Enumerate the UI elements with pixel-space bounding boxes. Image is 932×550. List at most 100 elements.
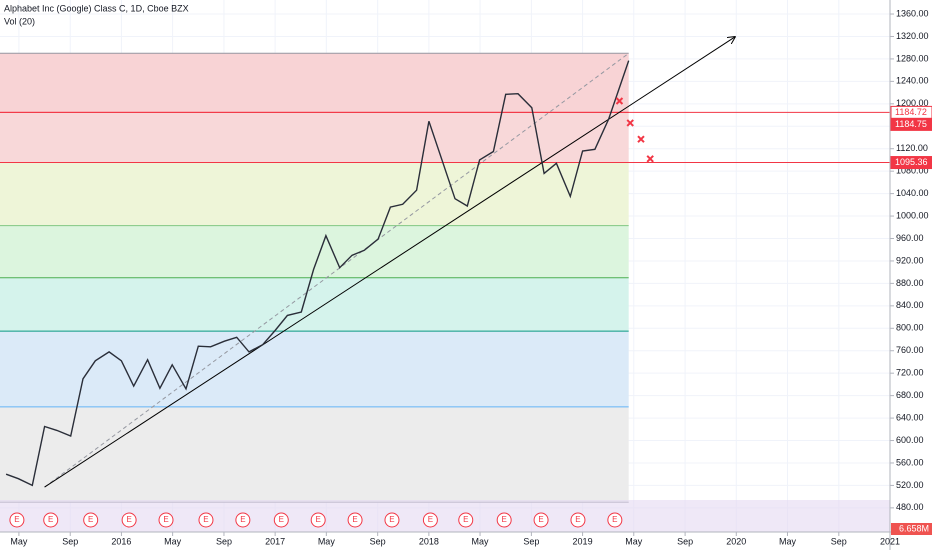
cross-marker bbox=[615, 97, 624, 105]
earnings-marker bbox=[158, 512, 174, 528]
earnings-label: E bbox=[463, 515, 468, 524]
earnings-marker bbox=[533, 512, 549, 528]
earnings-label: E bbox=[428, 515, 433, 524]
y-tick-label: 480.00 bbox=[896, 502, 924, 512]
indicator-label: Vol (20) bbox=[4, 16, 35, 26]
earnings-marker bbox=[198, 512, 214, 528]
x-tick-label: Sep bbox=[831, 536, 847, 546]
fib-band bbox=[0, 277, 629, 332]
x-tick-label: Sep bbox=[216, 536, 232, 546]
earnings-marker bbox=[43, 512, 59, 528]
cross-marker bbox=[626, 119, 634, 127]
earnings-label: E bbox=[14, 515, 19, 524]
y-tick-label: 560.00 bbox=[896, 457, 924, 467]
earnings-label: E bbox=[88, 515, 93, 524]
y-tick-label: 1200.00 bbox=[896, 98, 929, 108]
x-tick-label: 2017 bbox=[265, 536, 285, 546]
fib-band bbox=[0, 225, 629, 278]
chart-title: Alphabet Inc (Google) Class C, 1D, Cboe … bbox=[4, 3, 189, 13]
earnings-label: E bbox=[203, 515, 208, 524]
earnings-marker bbox=[235, 512, 251, 528]
x-tick-label: Sep bbox=[523, 536, 539, 546]
fib-band bbox=[0, 406, 629, 503]
x-tick-label: Sep bbox=[677, 536, 693, 546]
earnings-label: E bbox=[502, 515, 507, 524]
x-tick-label: May bbox=[318, 536, 336, 546]
y-tick-label: 680.00 bbox=[896, 390, 924, 400]
axis-layer: 480.00 520.00 560.00 600.00 640.00 680.00 720.… bbox=[10, 8, 932, 546]
earnings-label: E bbox=[48, 515, 53, 524]
price-label: 1095.36 bbox=[895, 157, 928, 167]
earnings-marker bbox=[422, 512, 438, 528]
earnings-marker bbox=[310, 512, 326, 528]
earnings-marker bbox=[384, 512, 400, 528]
earnings-marker bbox=[496, 512, 512, 528]
x-tick-label: May bbox=[10, 536, 28, 546]
x-tick-label: 2019 bbox=[573, 536, 593, 546]
price-label-box bbox=[890, 117, 932, 131]
earnings-label: E bbox=[163, 515, 168, 524]
x-tick-label: 2018 bbox=[419, 536, 439, 546]
earnings-label: E bbox=[352, 515, 357, 524]
y-tick-label: 920.00 bbox=[896, 255, 924, 265]
trendline bbox=[44, 37, 735, 488]
background-layer bbox=[0, 0, 891, 532]
fib-band bbox=[0, 162, 629, 226]
y-tick-label: 880.00 bbox=[896, 278, 924, 288]
x-tick-label: Sep bbox=[62, 536, 78, 546]
earnings-marker bbox=[347, 512, 363, 528]
x-tick-label: May bbox=[164, 536, 182, 546]
y-tick-label: 760.00 bbox=[896, 345, 924, 355]
y-tick-label: 640.00 bbox=[896, 412, 924, 422]
fib-band bbox=[0, 331, 629, 407]
y-tick-label: 1280.00 bbox=[896, 53, 929, 63]
volume-value: 6.658M bbox=[899, 523, 929, 533]
volume-badge bbox=[891, 523, 932, 535]
y-tick-label: 600.00 bbox=[896, 435, 924, 445]
x-tick-label: 2020 bbox=[726, 536, 746, 546]
x-tick-label: May bbox=[625, 536, 643, 546]
earnings-label: E bbox=[538, 515, 543, 524]
y-tick-label: 840.00 bbox=[896, 300, 924, 310]
y-tick-label: 520.00 bbox=[896, 480, 924, 490]
y-tick-label: 1320.00 bbox=[896, 31, 929, 41]
earnings-label: E bbox=[389, 515, 394, 524]
earnings-marker bbox=[458, 512, 474, 528]
price-line-series bbox=[5, 60, 630, 487]
y-tick-label: 1240.00 bbox=[896, 76, 929, 86]
y-tick-label: 1040.00 bbox=[896, 188, 929, 198]
cross-marker bbox=[646, 155, 654, 163]
earnings-label: E bbox=[240, 515, 245, 524]
fib-trendline bbox=[44, 52, 629, 488]
price-label: 1184.72 bbox=[895, 107, 927, 117]
fib-band bbox=[0, 112, 629, 163]
earnings-marker bbox=[83, 512, 99, 528]
earnings-label: E bbox=[279, 515, 284, 524]
earnings-marker bbox=[607, 512, 623, 528]
x-tick-label: 2016 bbox=[111, 536, 131, 546]
y-tick-label: 960.00 bbox=[896, 233, 924, 243]
cross-marker bbox=[637, 135, 645, 143]
y-tick-label: 1000.00 bbox=[896, 210, 929, 220]
earnings-marker bbox=[273, 512, 289, 528]
earnings-marker bbox=[570, 512, 586, 528]
price-label-box bbox=[890, 156, 932, 170]
x-tick-label: Sep bbox=[370, 536, 386, 546]
earnings-label: E bbox=[575, 515, 580, 524]
x-tick-label: May bbox=[779, 536, 797, 546]
earnings-label: E bbox=[612, 515, 617, 524]
earnings-label: E bbox=[316, 515, 321, 524]
x-tick-label: May bbox=[472, 536, 490, 546]
earnings-marker bbox=[9, 512, 25, 528]
y-tick-label: 1080.00 bbox=[896, 166, 929, 176]
y-tick-label: 1120.00 bbox=[896, 143, 928, 153]
y-tick-label: 800.00 bbox=[896, 323, 924, 333]
volume-strip bbox=[0, 500, 890, 532]
x-tick-label: 2021 bbox=[880, 536, 900, 546]
earnings-label: E bbox=[126, 515, 131, 524]
y-tick-label: 720.00 bbox=[896, 368, 924, 378]
earnings-marker bbox=[121, 512, 137, 528]
